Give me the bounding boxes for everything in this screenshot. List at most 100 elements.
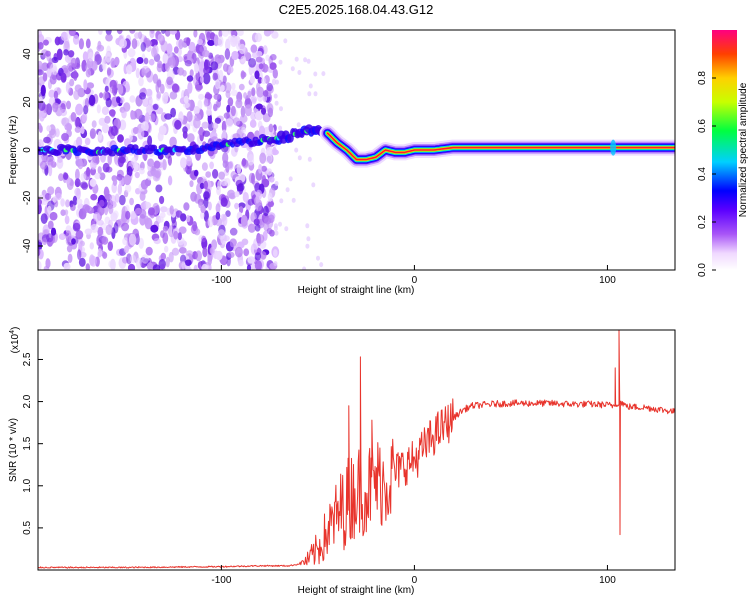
spectrogram-noise-cell bbox=[77, 249, 82, 260]
spectrogram-noise-cell bbox=[203, 196, 209, 209]
spectrogram-noise-cell bbox=[50, 227, 57, 236]
spectrogram-noise-cell bbox=[210, 136, 219, 143]
snr-y-label: SNR (10 * v/v) bbox=[8, 418, 19, 482]
spectrogram-noise-cell bbox=[60, 209, 66, 216]
spectrogram-noise-cell bbox=[210, 246, 216, 256]
spectrogram-noise-cell bbox=[184, 60, 192, 67]
spectrogram-noise-cell bbox=[202, 72, 211, 85]
spectrogram-noise-cell bbox=[187, 81, 193, 94]
spectrogram-noise-cell bbox=[230, 89, 238, 97]
spectrogram-cells bbox=[38, 30, 326, 270]
spectrogram-noise-cell bbox=[201, 235, 207, 243]
spectrogram-noise-cell bbox=[127, 263, 136, 270]
spectrogram-noise-cell bbox=[247, 90, 252, 98]
spectrogram-noise-cell bbox=[129, 254, 137, 264]
spectrogram-noise-cell bbox=[234, 191, 240, 198]
spectrogram-noise-cell bbox=[306, 236, 311, 242]
spectrogram-noise-cell bbox=[85, 69, 92, 78]
spectrogram-noise-cell bbox=[207, 120, 214, 132]
spectrogram-noise-cell bbox=[193, 30, 198, 38]
spectrogram-noise-cell bbox=[272, 146, 277, 155]
spectrogram-noise-cell bbox=[135, 257, 142, 269]
spectrogram-noise-cell bbox=[266, 30, 275, 34]
spectrogram-noise-cell bbox=[110, 57, 116, 69]
spectrogram-noise-cell bbox=[91, 60, 98, 71]
spectrogram-noise-cell bbox=[262, 45, 268, 55]
spectrogram-noise-cell bbox=[273, 261, 278, 267]
spectrogram-noise-cell bbox=[82, 204, 90, 214]
spectrogram-noise-cell bbox=[61, 133, 69, 141]
spectrogram-noise-cell bbox=[194, 113, 202, 122]
spectrogram-noise-cell bbox=[94, 172, 101, 180]
spectrogram-noise-cell bbox=[184, 266, 192, 270]
spectrogram-noise-cell bbox=[147, 135, 153, 147]
spectrogram-noise-cell bbox=[144, 40, 153, 47]
spectrogram-noise-cell bbox=[185, 214, 191, 223]
spectrogram-noise-cell bbox=[183, 202, 190, 211]
snr-panel: -100 0 100 0.5 1.0 1.5 2.0 2.5 Height of strai… bbox=[8, 327, 676, 596]
spectrogram-noise-cell bbox=[144, 112, 150, 124]
spectrogram-noise-cell bbox=[106, 67, 112, 76]
spectrogram-noise-cell bbox=[121, 222, 130, 232]
spectrogram-noise-cell bbox=[205, 108, 212, 116]
x-tick-label: -100 bbox=[211, 275, 231, 286]
spectrogram-noise-cell bbox=[201, 121, 209, 129]
spectrogram-noise-cell bbox=[129, 30, 136, 34]
spectrogram-noise-cell bbox=[227, 251, 235, 259]
spectrogram-noise-cell bbox=[52, 102, 59, 113]
spectrogram-noise-cell bbox=[98, 30, 103, 35]
spectrogram-noise-cell bbox=[247, 198, 254, 206]
spectrogram-noise-cell bbox=[193, 169, 199, 177]
spectrogram-noise-cell bbox=[114, 56, 120, 66]
spectrogram-noise-cell bbox=[213, 93, 221, 100]
spectrogram-noise-cell bbox=[54, 36, 61, 46]
spectrogram-noise-cell bbox=[222, 75, 227, 84]
spectrogram-noise-cell bbox=[169, 205, 174, 215]
spectrogram-noise-cell bbox=[260, 251, 267, 260]
spectrogram-noise-cell bbox=[74, 117, 80, 128]
spectrogram-noise-cell bbox=[104, 115, 111, 124]
spectrogram-noise-cell bbox=[150, 224, 159, 233]
spectrogram-noise-cell bbox=[53, 90, 59, 100]
spectrogram-noise-cell bbox=[200, 75, 204, 84]
spectrogram-noise-cell bbox=[136, 57, 144, 64]
spectrogram-noise-cell bbox=[249, 119, 257, 128]
snr-series bbox=[38, 330, 675, 569]
spectrogram-noise-cell bbox=[236, 163, 242, 175]
spectrogram-noise-cell bbox=[152, 264, 161, 270]
spectrogram-noise-cell bbox=[76, 198, 83, 205]
spectrogram-noise-cell bbox=[226, 104, 231, 113]
spectrogram-noise-cell bbox=[85, 63, 92, 72]
spectrogram-noise-cell bbox=[118, 194, 126, 206]
spectrogram-noise-cell bbox=[125, 210, 131, 220]
spectrogram-noise-cell bbox=[168, 251, 174, 263]
spectrogram-noise-cell bbox=[167, 175, 173, 186]
spectrogram-noise-cell bbox=[234, 246, 243, 258]
spectrogram-noise-cell bbox=[39, 160, 48, 170]
spectrogram-noise-cell bbox=[148, 58, 155, 66]
spectrogram-noise-cell bbox=[215, 203, 221, 214]
spectrogram-noise-cell bbox=[166, 76, 174, 86]
spectrogram-noise-cell bbox=[222, 120, 227, 133]
spectrogram-noise-cell bbox=[38, 42, 44, 50]
spectrogram-noise-cell bbox=[321, 71, 326, 77]
spectrogram-noise-cell bbox=[89, 255, 97, 267]
spectrogram-noise-cell bbox=[86, 167, 91, 177]
spectrogram-noise-cell bbox=[313, 71, 318, 77]
spectrogram-noise-cell bbox=[167, 57, 174, 66]
spectrogram-noise-cell bbox=[152, 73, 159, 84]
spectrogram-noise-cell bbox=[56, 48, 63, 61]
spectrogram-noise-cell bbox=[215, 211, 221, 220]
spectrogram-noise-cell bbox=[96, 44, 105, 52]
spectrogram-noise-cell bbox=[319, 262, 324, 268]
spectrogram-noise-cell bbox=[225, 118, 234, 128]
spectrogram-noise-cell bbox=[123, 174, 132, 186]
spectrogram-noise-cell bbox=[222, 152, 229, 164]
snr-plot-area bbox=[38, 330, 675, 570]
spectrogram-noise-cell bbox=[202, 130, 211, 137]
spectrogram-noise-cell bbox=[158, 216, 164, 223]
spectrogram-noise-cell bbox=[51, 56, 59, 64]
spectrogram-noise-cell bbox=[220, 178, 228, 187]
spectrogram-noise-cell bbox=[99, 199, 105, 207]
spectrogram-noise-cell bbox=[71, 238, 76, 245]
